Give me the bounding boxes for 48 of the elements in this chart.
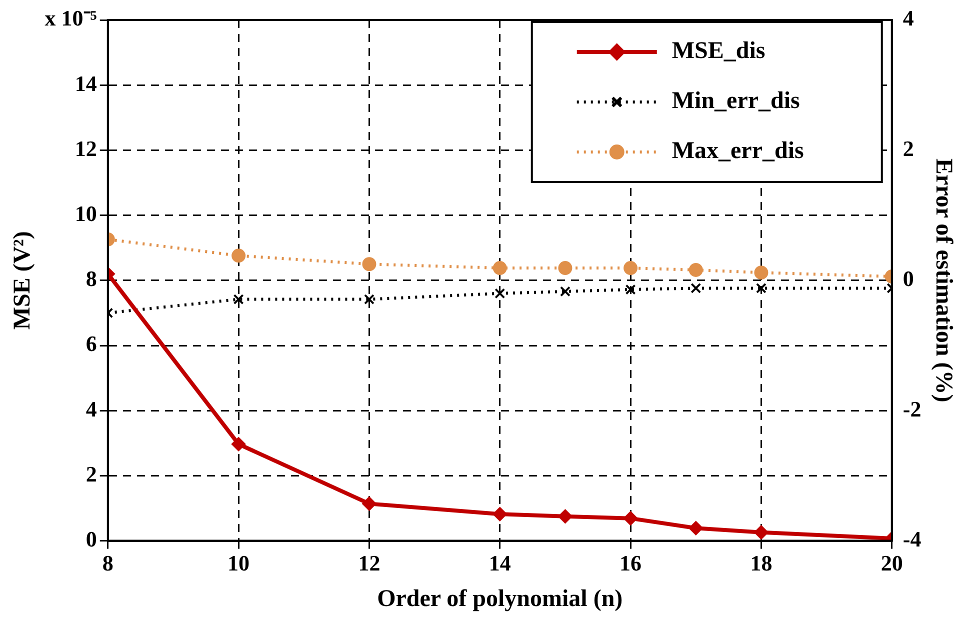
point [688,262,703,277]
x-tick-label: 18 [750,550,772,576]
x-tick-label: 20 [880,550,903,576]
y2-tick-label: 4 [902,6,914,31]
x-tick-label: 8 [102,550,114,576]
point [690,282,702,294]
point [364,294,374,305]
y2-axis-title: Error of estimation (%) [930,158,956,402]
point [494,288,506,299]
point [232,248,246,263]
y-tick-label: 14 [74,70,97,96]
y-tick-label: 12 [74,136,97,161]
point [756,282,766,294]
point [233,294,244,305]
y2-tick-label: 2 [902,136,914,161]
point [492,507,507,522]
y2-tick-label: 0 [902,266,914,292]
point [624,511,638,526]
point [754,525,768,540]
x-tick-label: 14 [488,550,511,576]
y-tick-label: x 10⁻⁵ [44,6,98,31]
y-tick-label: 8 [86,266,97,292]
y-tick-label: 10 [74,200,97,226]
legend-label: Max_err_dis [672,138,804,164]
point [560,286,570,297]
y-tick-label: 0 [86,526,97,552]
x-tick-label: 12 [358,550,380,576]
x-tick-label: 16 [620,550,642,576]
y2-tick-label: -2 [902,396,922,422]
y-tick-label: 4 [86,396,97,422]
x-tick-label: 10 [228,550,250,576]
y-tick-label: 2 [86,461,97,486]
x-axis-title: Order of polynomial (n) [377,586,623,612]
point [232,437,246,452]
y2-tick-label: -4 [902,526,922,552]
point [492,261,507,276]
point [362,496,376,511]
point [624,261,638,276]
legend-label: MSE_dis [672,38,766,64]
point [558,261,572,276]
point [754,266,768,280]
point [688,521,703,536]
y-tick-label: 6 [86,331,97,356]
point [362,257,376,272]
point [558,509,572,524]
legend-label: Min_err_dis [672,88,800,114]
point [625,284,636,295]
y-axis-title: MSE (V²) [10,231,36,330]
